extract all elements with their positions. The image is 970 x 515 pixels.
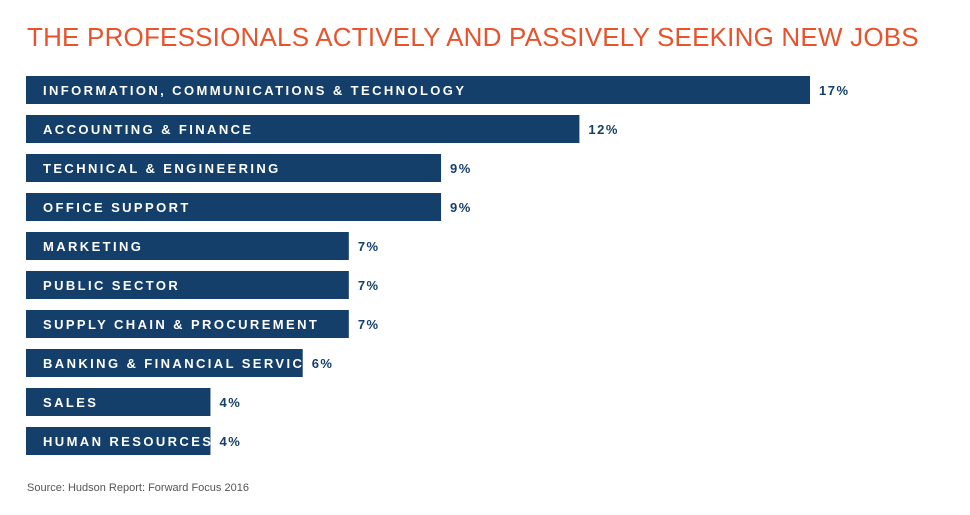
bar-category-label: INFORMATION, COMMUNICATIONS & TECHNOLOGY: [43, 83, 466, 98]
bar: [26, 154, 442, 182]
bar-value-label: 12%: [588, 122, 619, 137]
bar-category-label: MARKETING: [43, 239, 143, 254]
bar: [26, 193, 442, 221]
bar-chart: INFORMATION, COMMUNICATIONS & TECHNOLOGY…: [26, 76, 850, 455]
bar: [26, 349, 303, 377]
bar-value-label: 7%: [358, 278, 380, 293]
bar-group: TECHNICAL & ENGINEERING 9%: [26, 154, 472, 182]
bar-category-label: ACCOUNTING & FINANCE: [43, 122, 254, 137]
bar-group: SALES 4%: [26, 388, 241, 416]
bar-category-label: BANKING & FINANCIAL SERVICES: [43, 356, 326, 371]
bar-value-label: 4%: [219, 434, 241, 449]
bar: [26, 427, 211, 455]
bar-group: HUMAN RESOURCES 4%: [26, 427, 241, 455]
bar: [26, 388, 211, 416]
bar-group: INFORMATION, COMMUNICATIONS & TECHNOLOGY…: [26, 76, 850, 104]
bar-value-label: 7%: [358, 239, 380, 254]
bar-category-label: OFFICE SUPPORT: [43, 200, 191, 215]
bar-category-label: TECHNICAL & ENGINEERING: [43, 161, 281, 176]
bar-group: MARKETING 7%: [26, 232, 380, 260]
source-note: Source: Hudson Report: Forward Focus 201…: [27, 482, 249, 494]
bar-category-label: HUMAN RESOURCES: [43, 434, 213, 449]
bar: [26, 115, 580, 143]
bar: [26, 310, 349, 338]
bar-group: OFFICE SUPPORT 9%: [26, 193, 472, 221]
bar-value-label: 9%: [450, 161, 472, 176]
bar-category-label: PUBLIC SECTOR: [43, 278, 180, 293]
bar-group: SUPPLY CHAIN & PROCUREMENT 7%: [26, 310, 380, 338]
bar-value-label: 4%: [219, 395, 241, 410]
bar: [26, 76, 810, 104]
bar: [26, 232, 349, 260]
bar-group: PUBLIC SECTOR 7%: [26, 271, 380, 299]
bar: [26, 271, 349, 299]
chart-title: THE PROFESSIONALS ACTIVELY AND PASSIVELY…: [27, 22, 919, 52]
bar-value-label: 7%: [358, 317, 380, 332]
bar-value-label: 17%: [819, 83, 850, 98]
bar-category-label: SUPPLY CHAIN & PROCUREMENT: [43, 317, 319, 332]
bar-group: ACCOUNTING & FINANCE 12%: [26, 115, 619, 143]
bar-value-label: 6%: [312, 356, 334, 371]
bar-category-label: SALES: [43, 395, 98, 410]
bar-value-label: 9%: [450, 200, 472, 215]
